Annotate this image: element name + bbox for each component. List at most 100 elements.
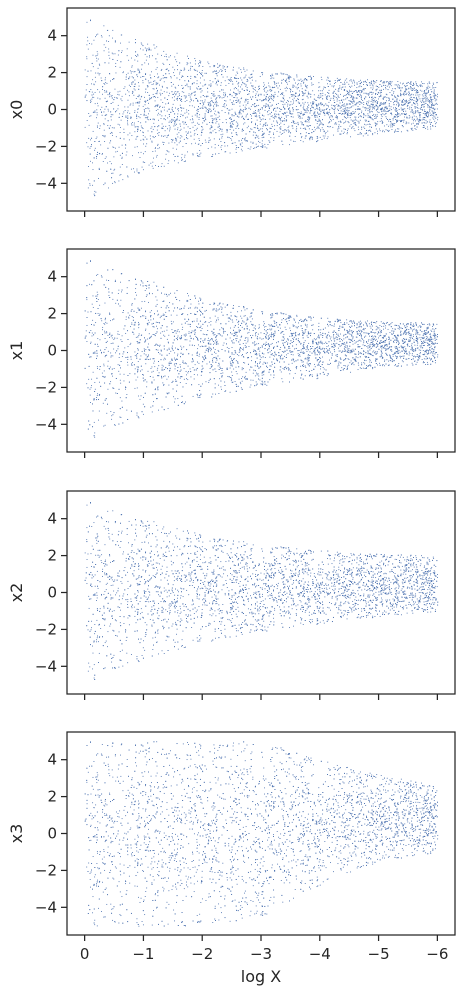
data-point	[156, 61, 158, 63]
data-point	[343, 122, 345, 124]
data-point	[369, 123, 371, 125]
data-point	[411, 109, 413, 111]
data-point	[208, 103, 210, 105]
data-point	[196, 114, 198, 116]
data-point	[407, 107, 409, 109]
data-point	[317, 140, 319, 142]
data-point	[183, 67, 185, 69]
data-point	[366, 132, 367, 134]
data-point	[378, 105, 380, 107]
data-point	[292, 110, 294, 112]
data-point	[213, 109, 214, 110]
data-point	[182, 146, 184, 148]
data-point	[213, 118, 215, 120]
data-point	[165, 69, 167, 70]
data-point	[251, 79, 253, 81]
data-point	[274, 117, 276, 119]
data-point	[104, 83, 106, 85]
data-point	[375, 100, 377, 102]
data-point	[417, 99, 419, 101]
data-point	[284, 108, 286, 110]
data-point	[148, 102, 149, 104]
data-point	[400, 95, 402, 97]
data-point	[301, 99, 303, 101]
data-point	[416, 90, 418, 92]
data-point	[410, 111, 412, 113]
data-point	[127, 122, 129, 124]
data-point	[103, 111, 105, 113]
data-point	[209, 101, 211, 103]
data-point	[412, 89, 414, 91]
data-point	[166, 150, 168, 152]
data-point	[270, 105, 272, 107]
data-point	[111, 134, 113, 136]
data-point	[377, 133, 378, 135]
data-point	[316, 116, 318, 118]
data-point	[197, 111, 199, 112]
data-point	[287, 76, 289, 78]
data-point	[350, 97, 352, 99]
data-point	[172, 66, 174, 68]
data-point	[230, 138, 232, 139]
data-point	[414, 103, 416, 105]
data-point	[192, 82, 193, 84]
data-point	[415, 89, 417, 91]
data-point	[143, 109, 145, 111]
data-point	[127, 115, 129, 117]
data-point	[152, 88, 154, 90]
data-point	[214, 147, 216, 149]
data-point	[279, 110, 281, 112]
data-point	[404, 84, 406, 86]
data-point	[263, 124, 264, 126]
data-point	[375, 114, 377, 116]
data-point	[429, 123, 431, 125]
data-point	[303, 93, 305, 95]
data-point	[215, 72, 217, 74]
data-point	[333, 109, 335, 111]
data-point	[239, 91, 241, 93]
data-point	[89, 115, 91, 117]
data-point	[130, 117, 132, 119]
data-point	[235, 134, 237, 135]
data-point	[167, 134, 169, 136]
data-point	[247, 101, 249, 103]
data-point	[322, 119, 323, 121]
data-point	[128, 41, 130, 43]
data-point	[158, 134, 160, 136]
data-point	[122, 179, 124, 181]
data-point	[432, 82, 434, 84]
data-point	[255, 122, 256, 124]
data-point	[419, 107, 421, 109]
data-point	[263, 85, 264, 87]
data-point	[320, 76, 322, 78]
data-point	[375, 101, 376, 103]
data-point	[250, 146, 252, 148]
data-point	[153, 88, 155, 90]
data-point	[297, 109, 299, 110]
data-point	[312, 90, 314, 92]
data-point	[349, 107, 351, 109]
data-point	[183, 138, 185, 140]
data-point	[147, 99, 149, 101]
data-point	[209, 128, 211, 130]
data-point	[222, 67, 224, 69]
data-point	[388, 105, 390, 107]
data-point	[285, 90, 287, 92]
data-point	[308, 75, 309, 77]
data-point	[409, 86, 411, 87]
data-point	[177, 108, 179, 110]
data-point	[259, 99, 261, 101]
data-point	[372, 92, 374, 94]
data-point	[363, 116, 365, 118]
data-point	[131, 92, 133, 94]
data-point	[149, 55, 150, 57]
data-point	[316, 104, 318, 106]
data-point	[320, 130, 321, 132]
data-point	[245, 85, 247, 87]
data-point	[276, 113, 278, 115]
data-point	[149, 74, 151, 76]
data-point	[386, 85, 388, 87]
data-point	[308, 76, 310, 77]
data-point	[241, 88, 243, 90]
data-point	[327, 125, 329, 127]
